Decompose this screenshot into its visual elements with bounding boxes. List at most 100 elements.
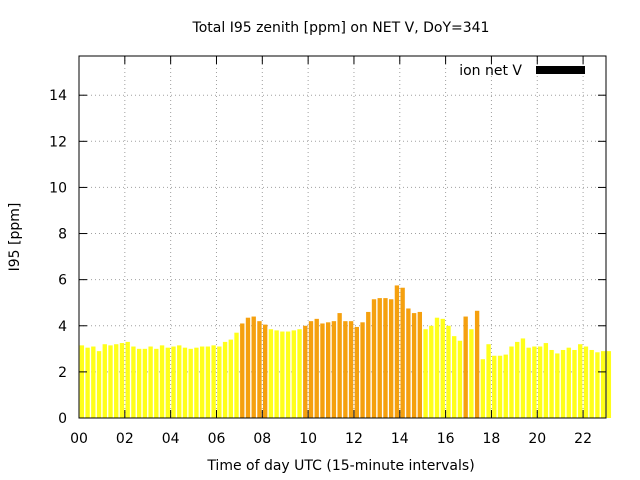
bar (560, 349, 566, 418)
bar (497, 355, 503, 418)
bar (297, 329, 302, 418)
bar (383, 298, 388, 418)
bar (572, 349, 577, 418)
bar (257, 321, 262, 418)
bar (199, 346, 205, 418)
bar (205, 346, 211, 418)
bar (555, 353, 560, 418)
bar (474, 310, 480, 418)
bar (165, 347, 170, 418)
bar (429, 325, 434, 418)
bar (96, 351, 102, 418)
x-tick-label: 04 (162, 431, 180, 447)
bar (480, 359, 486, 418)
bar (337, 313, 342, 418)
x-tick-label: 22 (574, 431, 592, 447)
y-tick-label: 6 (58, 273, 67, 289)
bar (343, 321, 348, 418)
x-tick-label: 06 (208, 431, 226, 447)
bar (188, 348, 193, 418)
y-tick-label: 4 (58, 319, 67, 335)
bar (102, 344, 107, 418)
bar (457, 340, 463, 418)
bar (389, 299, 394, 418)
bar (171, 346, 176, 418)
bar (274, 330, 279, 418)
bar (125, 341, 130, 418)
bar (268, 329, 274, 418)
bar (411, 313, 417, 418)
bar (291, 330, 296, 418)
bar (469, 329, 474, 418)
plot-frame (78, 55, 607, 419)
bar (400, 287, 405, 418)
bar (532, 346, 537, 418)
bar (503, 354, 508, 418)
legend-label: ion net V (459, 63, 522, 79)
bar (452, 336, 457, 418)
x-tick-label: 20 (528, 431, 546, 447)
bar (371, 299, 377, 418)
bar (606, 351, 612, 418)
x-tick-label: 08 (253, 431, 271, 447)
bar (119, 343, 125, 418)
bar (326, 322, 331, 418)
bar (211, 345, 216, 418)
x-tick-label: 18 (483, 431, 501, 447)
bar (331, 321, 337, 418)
bar (509, 346, 514, 418)
bar (79, 345, 85, 418)
bar (520, 338, 526, 418)
bar (583, 346, 589, 418)
bar (142, 348, 148, 418)
bar (314, 318, 319, 418)
bar (222, 341, 228, 418)
bar (440, 318, 445, 418)
bar (251, 316, 256, 418)
y-axis-label: I95 [ppm] (7, 203, 23, 272)
bar (280, 331, 285, 418)
bar (348, 321, 354, 418)
y-tick-label: 0 (58, 411, 67, 427)
bar (423, 329, 428, 418)
y-tick-label: 10 (49, 180, 67, 196)
bar (595, 352, 600, 418)
bar (543, 343, 549, 418)
bar (131, 346, 136, 418)
bar (159, 345, 165, 418)
y-tick-label: 8 (58, 227, 67, 243)
bar (308, 321, 314, 418)
bar (108, 345, 113, 418)
bar (578, 344, 583, 418)
bar (492, 355, 497, 418)
x-tick-label: 14 (391, 431, 409, 447)
bar (91, 346, 96, 418)
x-tick-label: 12 (345, 431, 363, 447)
y-tick-label: 12 (49, 134, 67, 150)
bar (366, 311, 371, 418)
bar (526, 347, 531, 418)
bar (537, 346, 543, 418)
bar (240, 323, 245, 418)
grid-lines (79, 56, 606, 418)
bar (154, 348, 159, 418)
bar (394, 285, 400, 418)
bar (303, 325, 308, 418)
bar (417, 311, 423, 418)
legend: ion net V (459, 63, 585, 79)
y-tick-label: 2 (58, 365, 67, 381)
bar (285, 331, 291, 418)
bar (566, 347, 571, 418)
x-axis-label: Time of day UTC (15-minute intervals) (206, 458, 474, 474)
bar (549, 349, 554, 418)
bar (463, 316, 468, 418)
bar (85, 347, 90, 418)
chart-title: Total I95 zenith [ppm] on NET V, DoY=341 (192, 20, 490, 36)
y-tick-label: 14 (49, 88, 67, 104)
bar (182, 347, 188, 418)
legend-swatch (536, 66, 585, 74)
bar (114, 344, 119, 418)
x-tick-label: 10 (299, 431, 317, 447)
